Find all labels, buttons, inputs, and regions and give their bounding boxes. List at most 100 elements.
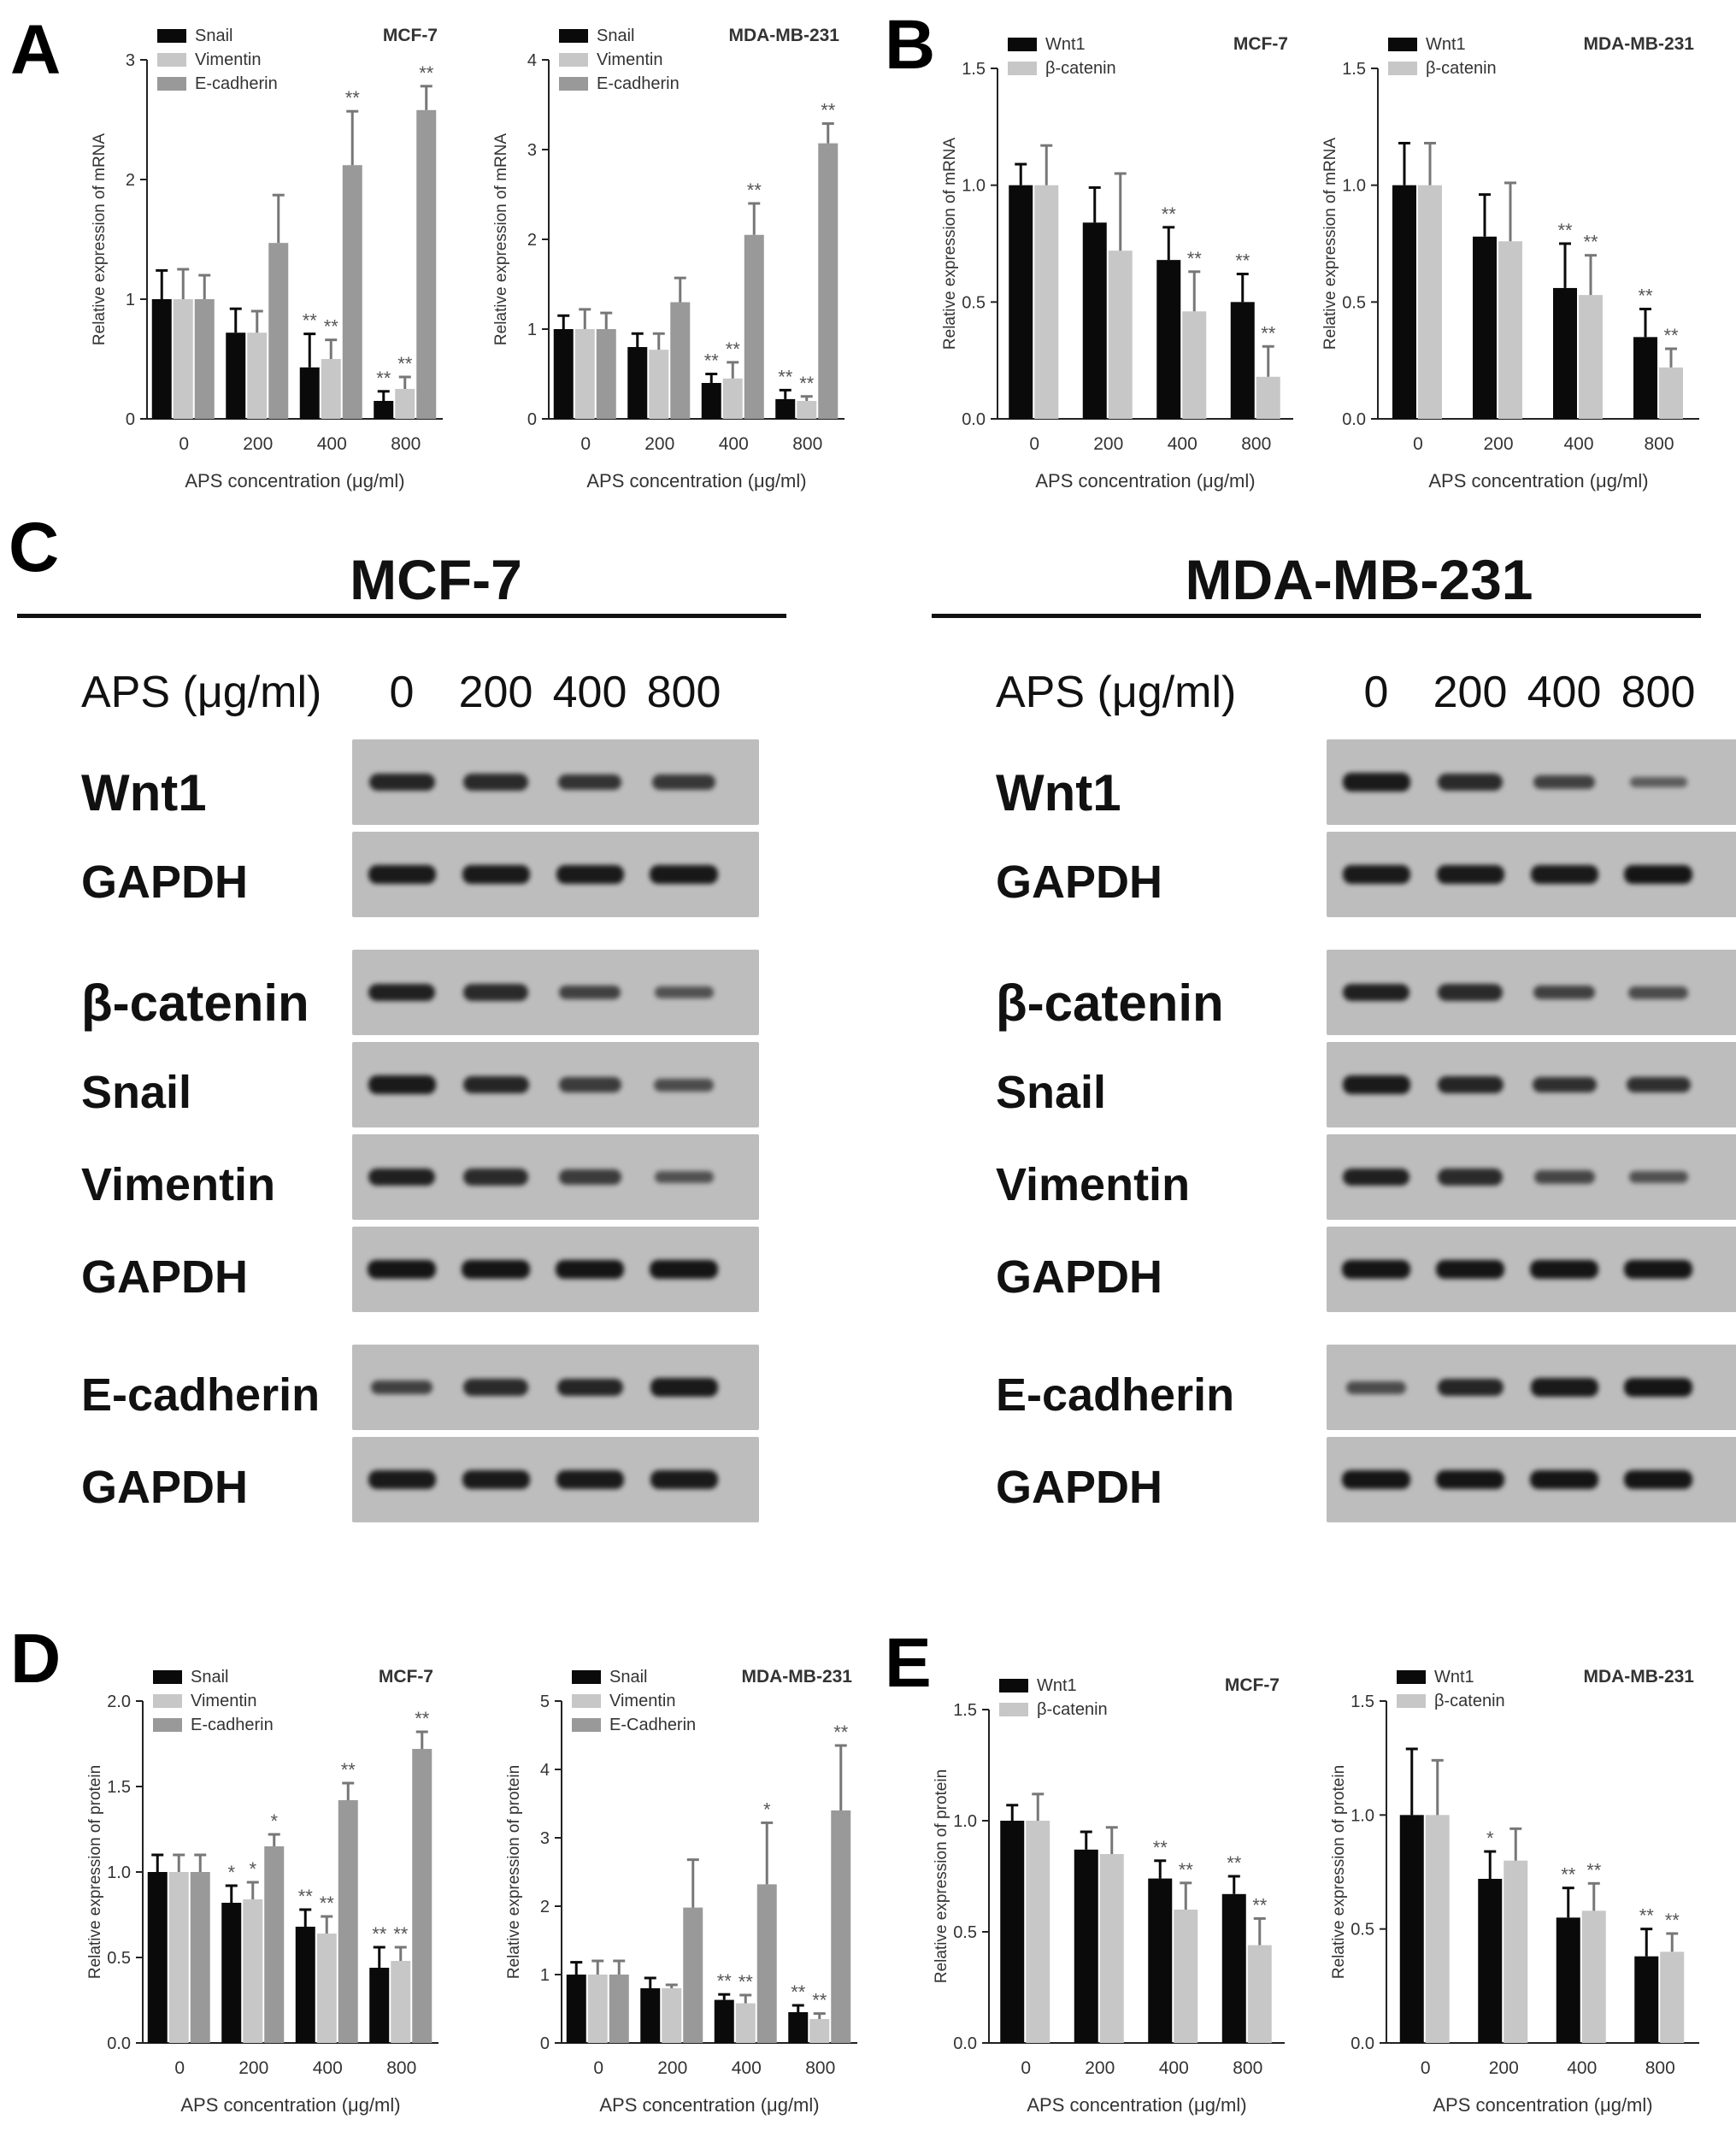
bar-E-cadherin-200 xyxy=(670,302,691,419)
band-label: GAPDH xyxy=(81,1251,249,1303)
band-label: E-cadherin xyxy=(996,1369,1235,1421)
x-tick-label: 800 xyxy=(1645,2058,1675,2078)
legend-swatch-2 xyxy=(157,77,186,91)
protein-band xyxy=(654,1170,714,1184)
bar-E-cadherin-200 xyxy=(268,243,289,419)
legend-swatch-1 xyxy=(153,1694,182,1708)
bar-E-cadherin-800 xyxy=(416,109,437,420)
x-tick-label: 400 xyxy=(1563,434,1593,454)
significance-mark: ** xyxy=(372,1923,387,1945)
bar-E-Cadherin-200 xyxy=(683,1907,703,2043)
x-tick-label: 0 xyxy=(1413,434,1423,454)
legend-swatch-2 xyxy=(572,1718,601,1732)
bar-Wnt1-800 xyxy=(1634,1956,1659,2043)
dose-header: APS (μg/ml) xyxy=(996,668,1237,717)
bar-Vimentin-200 xyxy=(247,333,268,419)
y-tick-label: 0.5 xyxy=(953,1923,977,1942)
significance-mark: ** xyxy=(341,1759,356,1781)
bar-Wnt1-200 xyxy=(1478,1879,1503,2043)
y-tick-label: 0.5 xyxy=(107,1949,131,1968)
bar-Snail-400 xyxy=(299,367,320,419)
significance-mark: ** xyxy=(1227,1852,1242,1874)
legend-swatch-2 xyxy=(559,77,588,91)
significance-mark: ** xyxy=(1583,232,1598,253)
bar-E-cadherin-800 xyxy=(412,1749,433,2043)
significance-mark: ** xyxy=(1261,322,1276,344)
y-tick-label: 2 xyxy=(540,1898,550,1916)
cell-line-label: MCF-7 xyxy=(379,1667,433,1687)
panel-label-a: A xyxy=(10,11,62,89)
legend-label: Wnt1 xyxy=(1426,35,1466,54)
legend-label: Vimentin xyxy=(195,50,261,69)
bar-Snail-0 xyxy=(151,299,172,419)
y-tick-label: 0.0 xyxy=(1351,2034,1374,2053)
protein-band xyxy=(556,1470,624,1489)
x-tick-label: 800 xyxy=(805,2058,835,2078)
x-tick-label: 0 xyxy=(580,434,591,454)
protein-band xyxy=(1624,1378,1692,1397)
protein-band xyxy=(462,865,530,884)
bar-Snail-800 xyxy=(374,401,394,419)
bar-β-catenin-0 xyxy=(1418,185,1442,419)
y-axis-label: Relative expression of mRNA xyxy=(492,133,510,345)
bar-chart-svg: 0.0 0.5 1.0 1.5 Relative expression of mRNA 0… xyxy=(941,34,1293,492)
x-axis-label: APS concentration (μg/ml) xyxy=(1027,2094,1246,2116)
y-tick-label: 1.0 xyxy=(962,177,986,196)
significance-mark: ** xyxy=(1639,1905,1655,1927)
bar-Snail-200 xyxy=(640,1988,661,2043)
y-tick-label: 1.0 xyxy=(953,1812,977,1831)
protein-band xyxy=(1343,983,1409,1002)
y-axis-label: Relative expression of mRNA xyxy=(1321,138,1339,350)
bar-E-Cadherin-400 xyxy=(756,1884,777,2043)
band-label: Vimentin xyxy=(996,1159,1191,1210)
protein-band xyxy=(1628,986,1688,999)
bar-Snail-400 xyxy=(295,1927,315,2043)
bar-Snail-0 xyxy=(553,329,574,419)
band-label: β-catenin xyxy=(81,974,309,1032)
significance-mark: * xyxy=(270,1810,278,1832)
bar-Wnt1-0 xyxy=(1009,185,1033,419)
legend-swatch-1 xyxy=(157,53,186,67)
legend-label: β-catenin xyxy=(1434,1692,1505,1710)
x-tick-label: 200 xyxy=(1483,434,1513,454)
y-tick-label: 1.5 xyxy=(1351,1692,1374,1711)
y-tick-label: 2 xyxy=(527,231,537,250)
legend-label: Vimentin xyxy=(191,1692,256,1710)
title-underline xyxy=(932,614,1701,618)
bar-Snail-400 xyxy=(701,383,721,419)
panel-label-d: D xyxy=(10,1620,62,1698)
bar-Wnt1-800 xyxy=(1230,302,1255,419)
protein-band xyxy=(462,1076,529,1093)
protein-band xyxy=(368,774,435,791)
significance-mark: ** xyxy=(791,1981,806,2003)
x-tick-label: 200 xyxy=(238,2058,268,2078)
bar-E-cadherin-400 xyxy=(342,165,362,419)
x-tick-label: 200 xyxy=(1489,2058,1519,2078)
bar-Wnt1-0 xyxy=(1000,1821,1025,2043)
x-tick-label: 800 xyxy=(792,434,822,454)
band-label: GAPDH xyxy=(81,1462,249,1513)
bar-E-Cadherin-800 xyxy=(831,1810,851,2043)
y-tick-label: 1.5 xyxy=(953,1701,977,1720)
bar-β-catenin-800 xyxy=(1256,376,1280,419)
protein-band xyxy=(1342,773,1410,792)
protein-band xyxy=(1436,1260,1504,1279)
protein-band xyxy=(558,1169,621,1185)
y-tick-label: 0.5 xyxy=(1351,1921,1374,1940)
significance-mark: ** xyxy=(1561,1864,1576,1886)
protein-band xyxy=(556,1379,623,1396)
y-axis-label: Relative expression of mRNA xyxy=(91,133,109,345)
legend-swatch-0 xyxy=(1008,38,1037,51)
y-tick-label: 1.0 xyxy=(1342,177,1366,196)
bar-Vimentin-800 xyxy=(797,401,817,419)
protein-band xyxy=(1346,1380,1406,1394)
bar-β-catenin-400 xyxy=(1579,295,1603,419)
y-axis-label: Relative expression of mRNA xyxy=(941,138,959,350)
cell-line-label: MDA-MB-231 xyxy=(1583,1667,1694,1687)
band-label: Snail xyxy=(81,1067,192,1118)
protein-band xyxy=(1624,865,1692,884)
band-label: Wnt1 xyxy=(996,764,1121,821)
protein-band xyxy=(371,1380,433,1395)
bar-chart-svg: 0.0 0.5 1.0 1.5 2.0 Relative expression of pr… xyxy=(86,1667,438,2116)
x-axis-label: APS concentration (μg/ml) xyxy=(1035,470,1255,492)
